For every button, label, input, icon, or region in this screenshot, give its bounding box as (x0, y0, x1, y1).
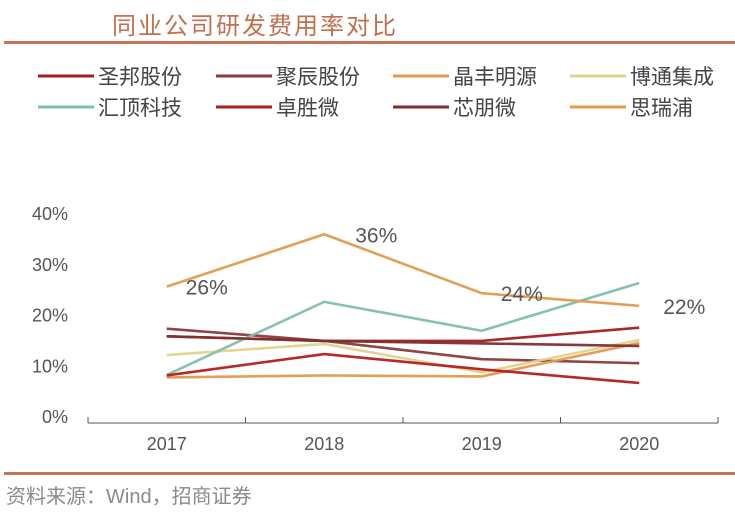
legend-label: 芯朋微 (453, 97, 516, 120)
data-label: 24% (501, 283, 543, 306)
series-line (166, 232, 640, 308)
y-tick-label: 0% (42, 407, 68, 427)
x-tick-label: 2019 (462, 434, 502, 454)
legend-label: 聚辰股份 (276, 66, 360, 89)
source-note: 资料来源：Wind，招商证券 (6, 486, 252, 508)
data-label: 22% (663, 296, 705, 319)
legend-label: 晶丰明源 (453, 66, 537, 89)
x-tick-label: 2020 (619, 434, 659, 454)
series-line (166, 335, 640, 348)
footer-divider (4, 472, 735, 475)
data-label: 36% (355, 224, 397, 247)
series-line (166, 352, 640, 385)
legend-label: 博通集成 (630, 66, 714, 89)
series-line (166, 338, 640, 374)
title-divider (4, 41, 735, 44)
y-tick-label: 30% (32, 255, 68, 275)
legend-label: 汇顶科技 (98, 97, 182, 120)
series-line (166, 327, 640, 365)
data-label: 26% (186, 277, 228, 300)
chart-title: 同业公司研发费用率对比 (112, 12, 398, 40)
x-tick-label: 2017 (147, 434, 187, 454)
y-tick-label: 10% (32, 356, 68, 376)
y-tick-label: 20% (32, 306, 68, 326)
legend-label: 圣邦股份 (98, 66, 182, 89)
x-tick-label: 2018 (304, 434, 344, 454)
legend-label: 思瑞浦 (630, 97, 693, 120)
legend-label: 卓胜微 (276, 97, 339, 120)
series-line (166, 341, 640, 379)
y-tick-label: 40% (32, 204, 68, 224)
